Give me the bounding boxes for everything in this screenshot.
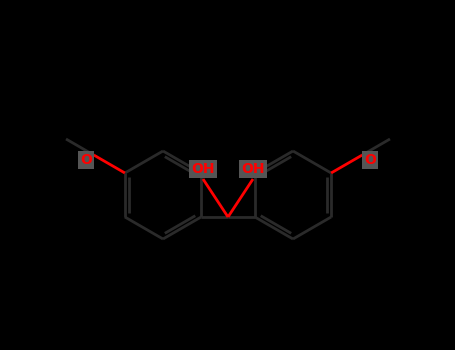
Text: OH: OH <box>191 162 215 176</box>
Text: O: O <box>364 153 376 167</box>
Text: O: O <box>80 153 91 167</box>
Text: OH: OH <box>241 162 265 176</box>
